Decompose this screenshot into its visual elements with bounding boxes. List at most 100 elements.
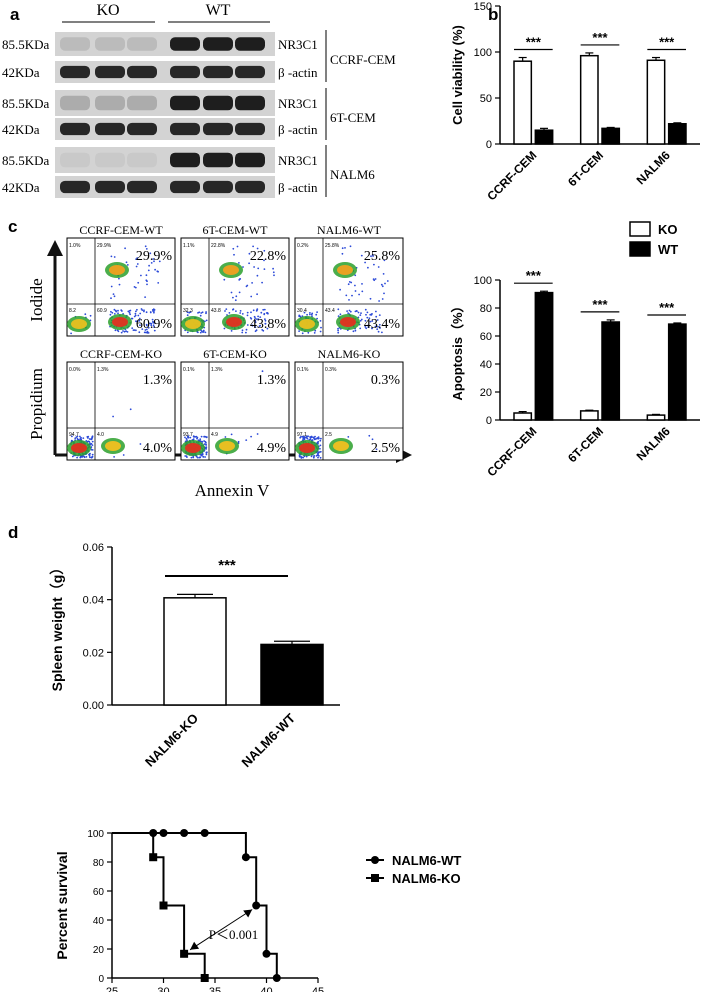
- flow-event: [146, 283, 148, 286]
- flow-event: [152, 324, 155, 327]
- y-tick-label: 20: [480, 387, 492, 399]
- flow-event: [110, 285, 113, 288]
- quadrant-label-q4: 4.0: [97, 432, 104, 438]
- flow-event: [128, 311, 131, 314]
- blot-band: [203, 152, 233, 168]
- flow-event: [136, 320, 139, 323]
- flow-event: [339, 288, 341, 291]
- significance-mark: ***: [218, 557, 236, 574]
- upper-right-percent: 22.8%: [250, 249, 287, 264]
- flow-event: [318, 451, 321, 453]
- flow-event: [195, 455, 198, 458]
- flow-event: [230, 330, 233, 332]
- flow-event: [145, 331, 147, 334]
- flow-event: [113, 256, 116, 258]
- flow-event: [263, 268, 266, 270]
- lower-right-percent: 60.9%: [136, 317, 173, 332]
- molecular-weight-label: 42KDa: [2, 180, 40, 195]
- flow-event: [367, 266, 369, 269]
- flow-event: [246, 311, 249, 314]
- upper-right-percent: 0.3%: [371, 373, 401, 388]
- flow-event: [254, 317, 257, 319]
- flow-event: [71, 435, 73, 438]
- flow-event: [88, 453, 91, 455]
- flow-event: [232, 308, 234, 311]
- flow-density-core: [337, 265, 353, 275]
- flow-event: [309, 313, 311, 316]
- flow-event: [138, 331, 141, 334]
- blot-band: [235, 180, 265, 194]
- flow-event: [190, 456, 193, 459]
- flow-density-core: [185, 319, 201, 329]
- flow-event: [260, 311, 263, 314]
- flow-event: [311, 312, 314, 315]
- flow-event: [205, 448, 208, 450]
- blot-band: [170, 180, 200, 194]
- flow-event: [365, 313, 367, 316]
- flow-event: [236, 245, 239, 248]
- y-tick-label: 100: [87, 829, 104, 840]
- lower-right-percent: 2.5%: [371, 441, 401, 456]
- quadrant-label-q1: 1.0%: [69, 243, 81, 249]
- flow-event: [235, 310, 237, 312]
- flow-event: [351, 294, 353, 297]
- flow-event: [145, 323, 148, 326]
- flow-event: [317, 436, 320, 438]
- flow-plot-title: NALM6-WT: [317, 223, 382, 237]
- y-tick-label: 0: [486, 139, 492, 151]
- flow-event: [146, 330, 149, 333]
- y-tick-label: 40: [93, 916, 105, 927]
- flow-event: [145, 248, 148, 250]
- blot-band: [60, 37, 90, 51]
- flow-event: [205, 446, 208, 448]
- flow-plot-title: CCRF-CEM-WT: [79, 223, 163, 237]
- flow-event: [254, 321, 257, 324]
- flow-event: [135, 310, 137, 313]
- flow-event: [383, 259, 386, 262]
- flow-event: [128, 310, 131, 312]
- flow-event: [199, 314, 202, 317]
- flow-event: [316, 317, 318, 320]
- blot-band: [127, 180, 157, 194]
- flow-event: [252, 245, 255, 248]
- flow-event: [238, 262, 240, 264]
- apoptosis-chart: 0 20 40 60 80 100 Apoptosis（%） *** CCRF-CEM *** 6T…: [450, 221, 700, 479]
- flow-density-core: [112, 317, 128, 327]
- significance-mark: ***: [659, 300, 675, 315]
- flow-density-core: [71, 319, 87, 329]
- flow-plot: CCRF-CEM-KO 0.0% 1.3% 94.7 4.0 1.3% 4.0%: [66, 347, 176, 461]
- blot-band: [60, 122, 90, 136]
- flow-event: [203, 443, 206, 445]
- flow-event: [305, 455, 308, 458]
- flow-event: [357, 311, 360, 314]
- flow-event: [251, 324, 254, 327]
- flow-event: [110, 297, 112, 300]
- flow-event: [205, 443, 207, 446]
- cell-line-label: NALM6: [330, 167, 375, 182]
- flow-event: [364, 261, 366, 264]
- flow-density-core: [185, 443, 201, 453]
- flow-event: [348, 309, 351, 312]
- flow-event: [186, 311, 189, 314]
- flow-event: [205, 453, 208, 456]
- flow-event: [149, 322, 152, 325]
- flow-event: [124, 247, 126, 250]
- flow-event: [135, 265, 138, 268]
- flow-event: [264, 318, 266, 321]
- flow-event: [313, 332, 316, 334]
- panel-label-a: a: [10, 5, 20, 24]
- flow-event: [143, 310, 145, 313]
- flow-event: [148, 264, 151, 267]
- category-label: NALM6-WT: [238, 710, 298, 770]
- quadrant-label-q1: 0.1%: [183, 367, 195, 373]
- flow-event: [83, 455, 85, 458]
- flow-event: [234, 299, 237, 302]
- flow-event: [246, 314, 249, 317]
- flow-event: [298, 330, 300, 332]
- flow-event: [89, 456, 91, 459]
- flow-event: [305, 436, 308, 439]
- legend-marker: [371, 856, 379, 864]
- bar-ko: [579, 410, 599, 421]
- flow-event: [90, 448, 93, 451]
- bar-ko: [579, 54, 599, 145]
